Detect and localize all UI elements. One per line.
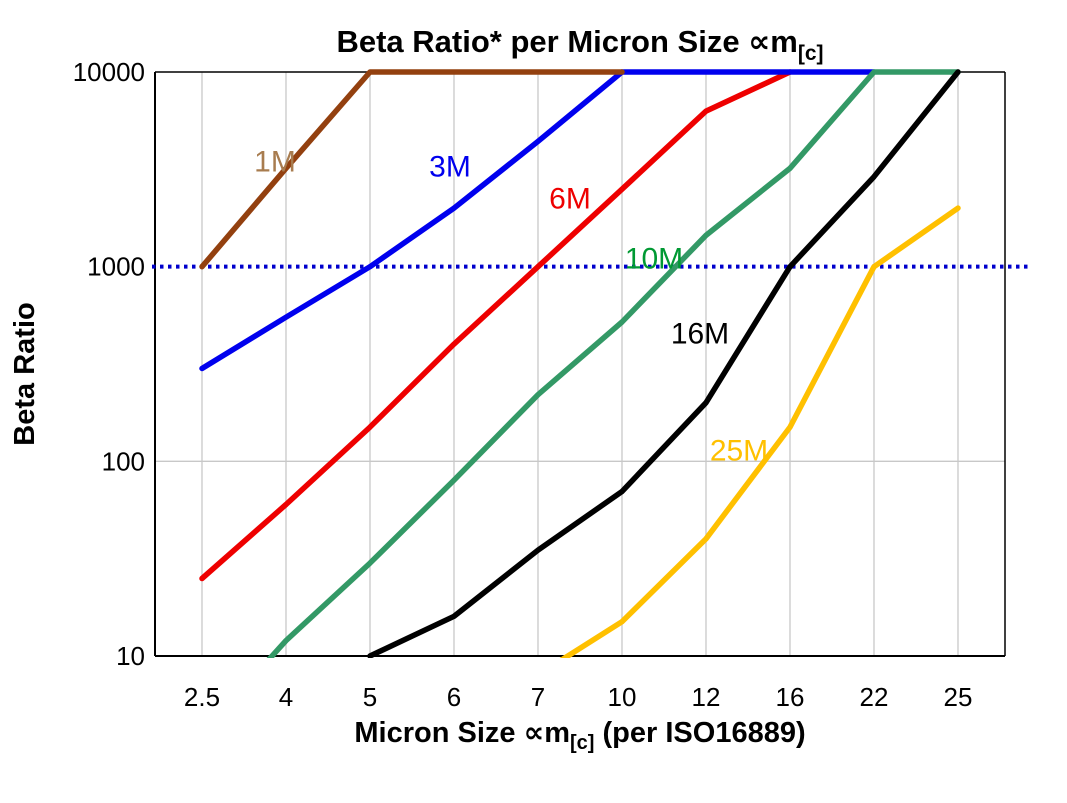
series-label-25M: 25M [710, 435, 768, 468]
series-label-1M: 1M [254, 146, 296, 179]
series-line-10M [266, 69, 961, 658]
x-tick-25: 25 [944, 682, 973, 712]
series-label-3M: 3M [429, 151, 471, 184]
y-tick-100: 100 [102, 446, 145, 476]
x-axis-title: Micron Size ∝m[c] (per ISO16889) [354, 717, 805, 754]
x-tick-5: 5 [363, 682, 377, 712]
y-tick-labels: 10 100 1000 10000 [73, 57, 145, 671]
y-axis-title: Beta Ratio [9, 302, 41, 445]
series-label-10M: 10M [625, 243, 683, 276]
series-line-16M [367, 69, 961, 658]
x-tick-4: 4 [279, 682, 293, 712]
series-line-25M [559, 205, 961, 658]
series-labels: 6M 3M 1M 10M 16M 25M [254, 146, 768, 468]
series-line-1M [199, 69, 625, 270]
x-tick-10: 10 [608, 682, 637, 712]
y-tick-10000: 10000 [73, 57, 145, 87]
x-tick-2.5: 2.5 [184, 682, 220, 712]
series-line-6M [199, 69, 793, 582]
chart-title: Beta Ratio* per Micron Size ∝m[c] [336, 24, 823, 65]
x-tick-labels: 2.5 4 5 6 7 10 12 16 22 25 [184, 682, 973, 712]
x-tick-12: 12 [692, 682, 721, 712]
series-label-16M: 16M [671, 318, 729, 351]
series-line-3M [199, 69, 877, 372]
x-tick-16: 16 [776, 682, 805, 712]
x-tick-22: 22 [860, 682, 889, 712]
y-tick-10: 10 [116, 641, 145, 671]
series-label-6M: 6M [549, 183, 591, 216]
x-tick-6: 6 [447, 682, 461, 712]
x-tick-7: 7 [531, 682, 545, 712]
y-tick-1000: 1000 [87, 252, 145, 282]
series-lines [199, 69, 961, 658]
